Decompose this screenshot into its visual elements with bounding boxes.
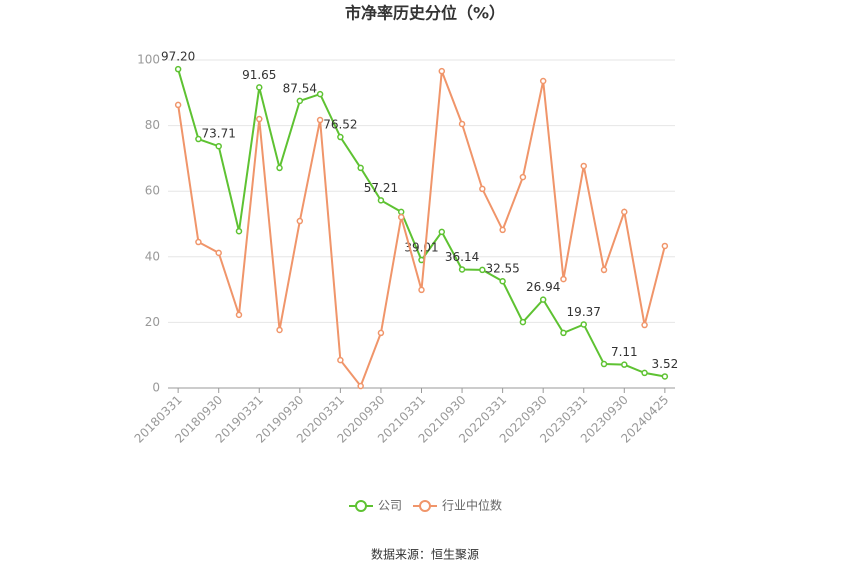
- data-label: 3.52: [652, 357, 679, 371]
- legend-label: 行业中位数: [442, 498, 502, 513]
- point: [438, 228, 446, 236]
- point: [621, 208, 628, 216]
- point: [519, 173, 527, 181]
- data-label: 97.20: [161, 50, 195, 64]
- data-label: 91.65: [242, 68, 276, 82]
- point: [641, 369, 648, 377]
- data-label: 7.11: [611, 345, 638, 359]
- point: [580, 162, 587, 170]
- point: [600, 360, 608, 368]
- y-tick-label: 100: [137, 53, 160, 67]
- point: [316, 90, 324, 98]
- point: [296, 97, 304, 105]
- point: [479, 266, 486, 274]
- point: [560, 275, 567, 283]
- data-label: 57.21: [364, 181, 398, 195]
- point: [337, 133, 344, 141]
- point: [519, 318, 527, 326]
- point: [539, 77, 547, 85]
- point: [174, 65, 182, 73]
- point: [458, 120, 466, 128]
- point: [600, 266, 608, 274]
- point: [580, 321, 587, 328]
- data-label: 19.37: [567, 305, 601, 319]
- point: [539, 296, 547, 303]
- point: [661, 242, 669, 250]
- point: [235, 311, 243, 319]
- point: [256, 84, 263, 91]
- point: [195, 135, 202, 143]
- data-label: 39.01: [404, 241, 438, 255]
- point: [377, 329, 385, 337]
- point: [174, 101, 182, 109]
- point: [397, 208, 405, 216]
- point: [438, 67, 446, 75]
- data-label: 36.14: [445, 250, 479, 264]
- source: 数据来源：恒生聚源: [371, 547, 479, 562]
- y-tick-label: 80: [145, 118, 160, 132]
- y-tick-label: 60: [145, 184, 160, 198]
- point: [377, 197, 385, 204]
- series-line: [177, 68, 666, 378]
- y-tick-label: 20: [145, 315, 160, 329]
- data-label: 76.52: [323, 118, 357, 132]
- y-tick-label: 40: [145, 249, 160, 263]
- data-label: 87.54: [283, 81, 317, 95]
- point: [499, 226, 506, 234]
- chart-title: 市净率历史分位（%）: [345, 4, 505, 23]
- point: [276, 326, 283, 334]
- y-tick-label: 0: [152, 381, 160, 395]
- legend-label: 公司: [378, 499, 402, 513]
- data-label: 32.55: [485, 262, 519, 276]
- point: [357, 382, 364, 390]
- point: [256, 115, 263, 123]
- point: [397, 213, 405, 221]
- point: [215, 142, 222, 150]
- point: [621, 361, 628, 368]
- legend-marker: [419, 500, 431, 512]
- point: [195, 238, 202, 246]
- point: [235, 227, 243, 235]
- data-label: 26.94: [526, 280, 560, 294]
- point: [276, 164, 283, 172]
- point: [499, 277, 506, 285]
- point: [418, 286, 425, 294]
- point: [357, 164, 364, 172]
- point: [337, 356, 344, 364]
- point: [560, 329, 567, 337]
- data-label: 73.71: [202, 127, 236, 141]
- point: [458, 266, 466, 273]
- legend-marker: [355, 500, 367, 512]
- point: [316, 116, 324, 124]
- point: [479, 185, 486, 193]
- point: [641, 321, 648, 329]
- point: [296, 217, 304, 225]
- point: [661, 373, 669, 380]
- point: [215, 249, 222, 257]
